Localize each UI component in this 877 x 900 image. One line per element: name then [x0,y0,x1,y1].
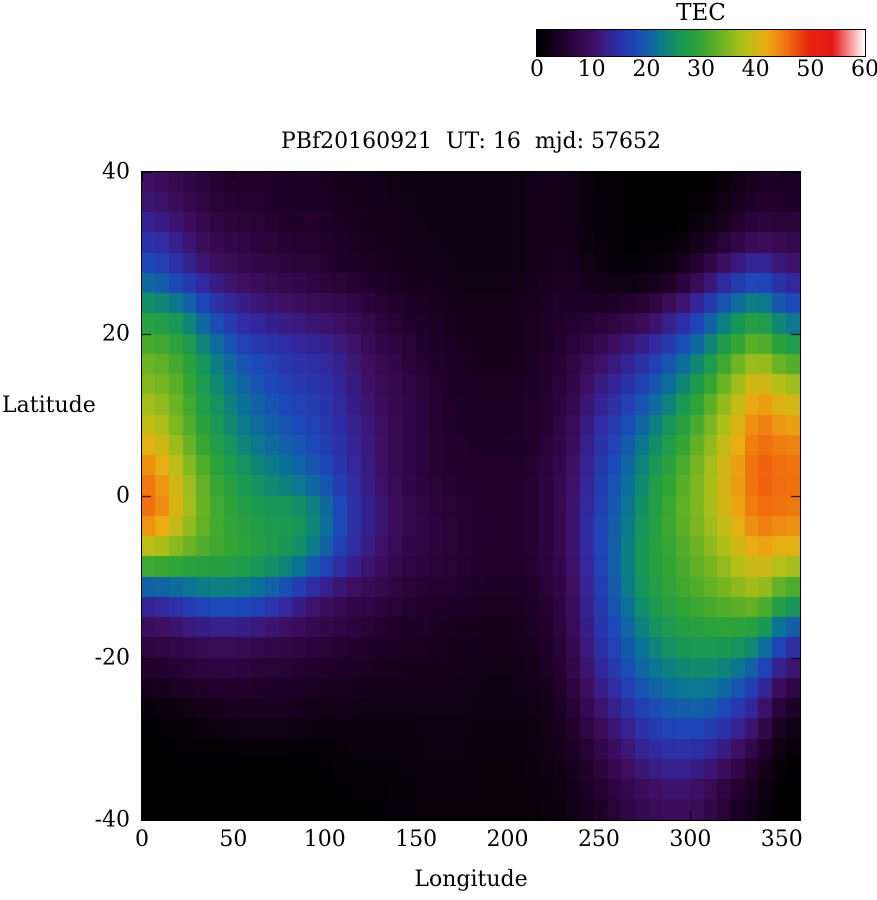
colorbar-tick-label: 50 [796,57,825,82]
colorbar-tick-label: 0 [530,57,544,82]
y-tick-label: -40 [94,807,130,833]
heatmap-canvas [141,171,801,821]
x-axis-label: Longitude [414,867,528,892]
colorbar-canvas [536,29,866,57]
colorbar-tick-label: 20 [632,57,661,82]
colorbar-tick-label: 40 [741,57,770,82]
x-tick-label: 250 [577,827,620,852]
y-tick-label: 20 [102,321,130,347]
x-tick-label: 300 [669,827,712,852]
y-tick-label: 0 [116,483,130,509]
x-tick-label: 100 [303,827,346,852]
plot-title: PBf20160921 UT: 16 mjd: 57652 [280,129,662,154]
y-axis-label: Latitude [2,393,96,418]
x-tick-label: 150 [395,827,438,852]
x-tick-label: 350 [760,827,803,852]
y-tick-label: 40 [102,159,130,185]
x-tick-label: 50 [219,827,248,852]
y-tick-label: -20 [94,645,130,671]
colorbar-tick-label: 30 [687,57,715,82]
colorbar-title: TEC [676,0,726,26]
colorbar-tick-label: 60 [851,57,877,82]
colorbar-tick-label: 10 [577,57,606,82]
x-tick-label: 200 [486,827,529,852]
x-tick-label: 0 [135,827,149,852]
